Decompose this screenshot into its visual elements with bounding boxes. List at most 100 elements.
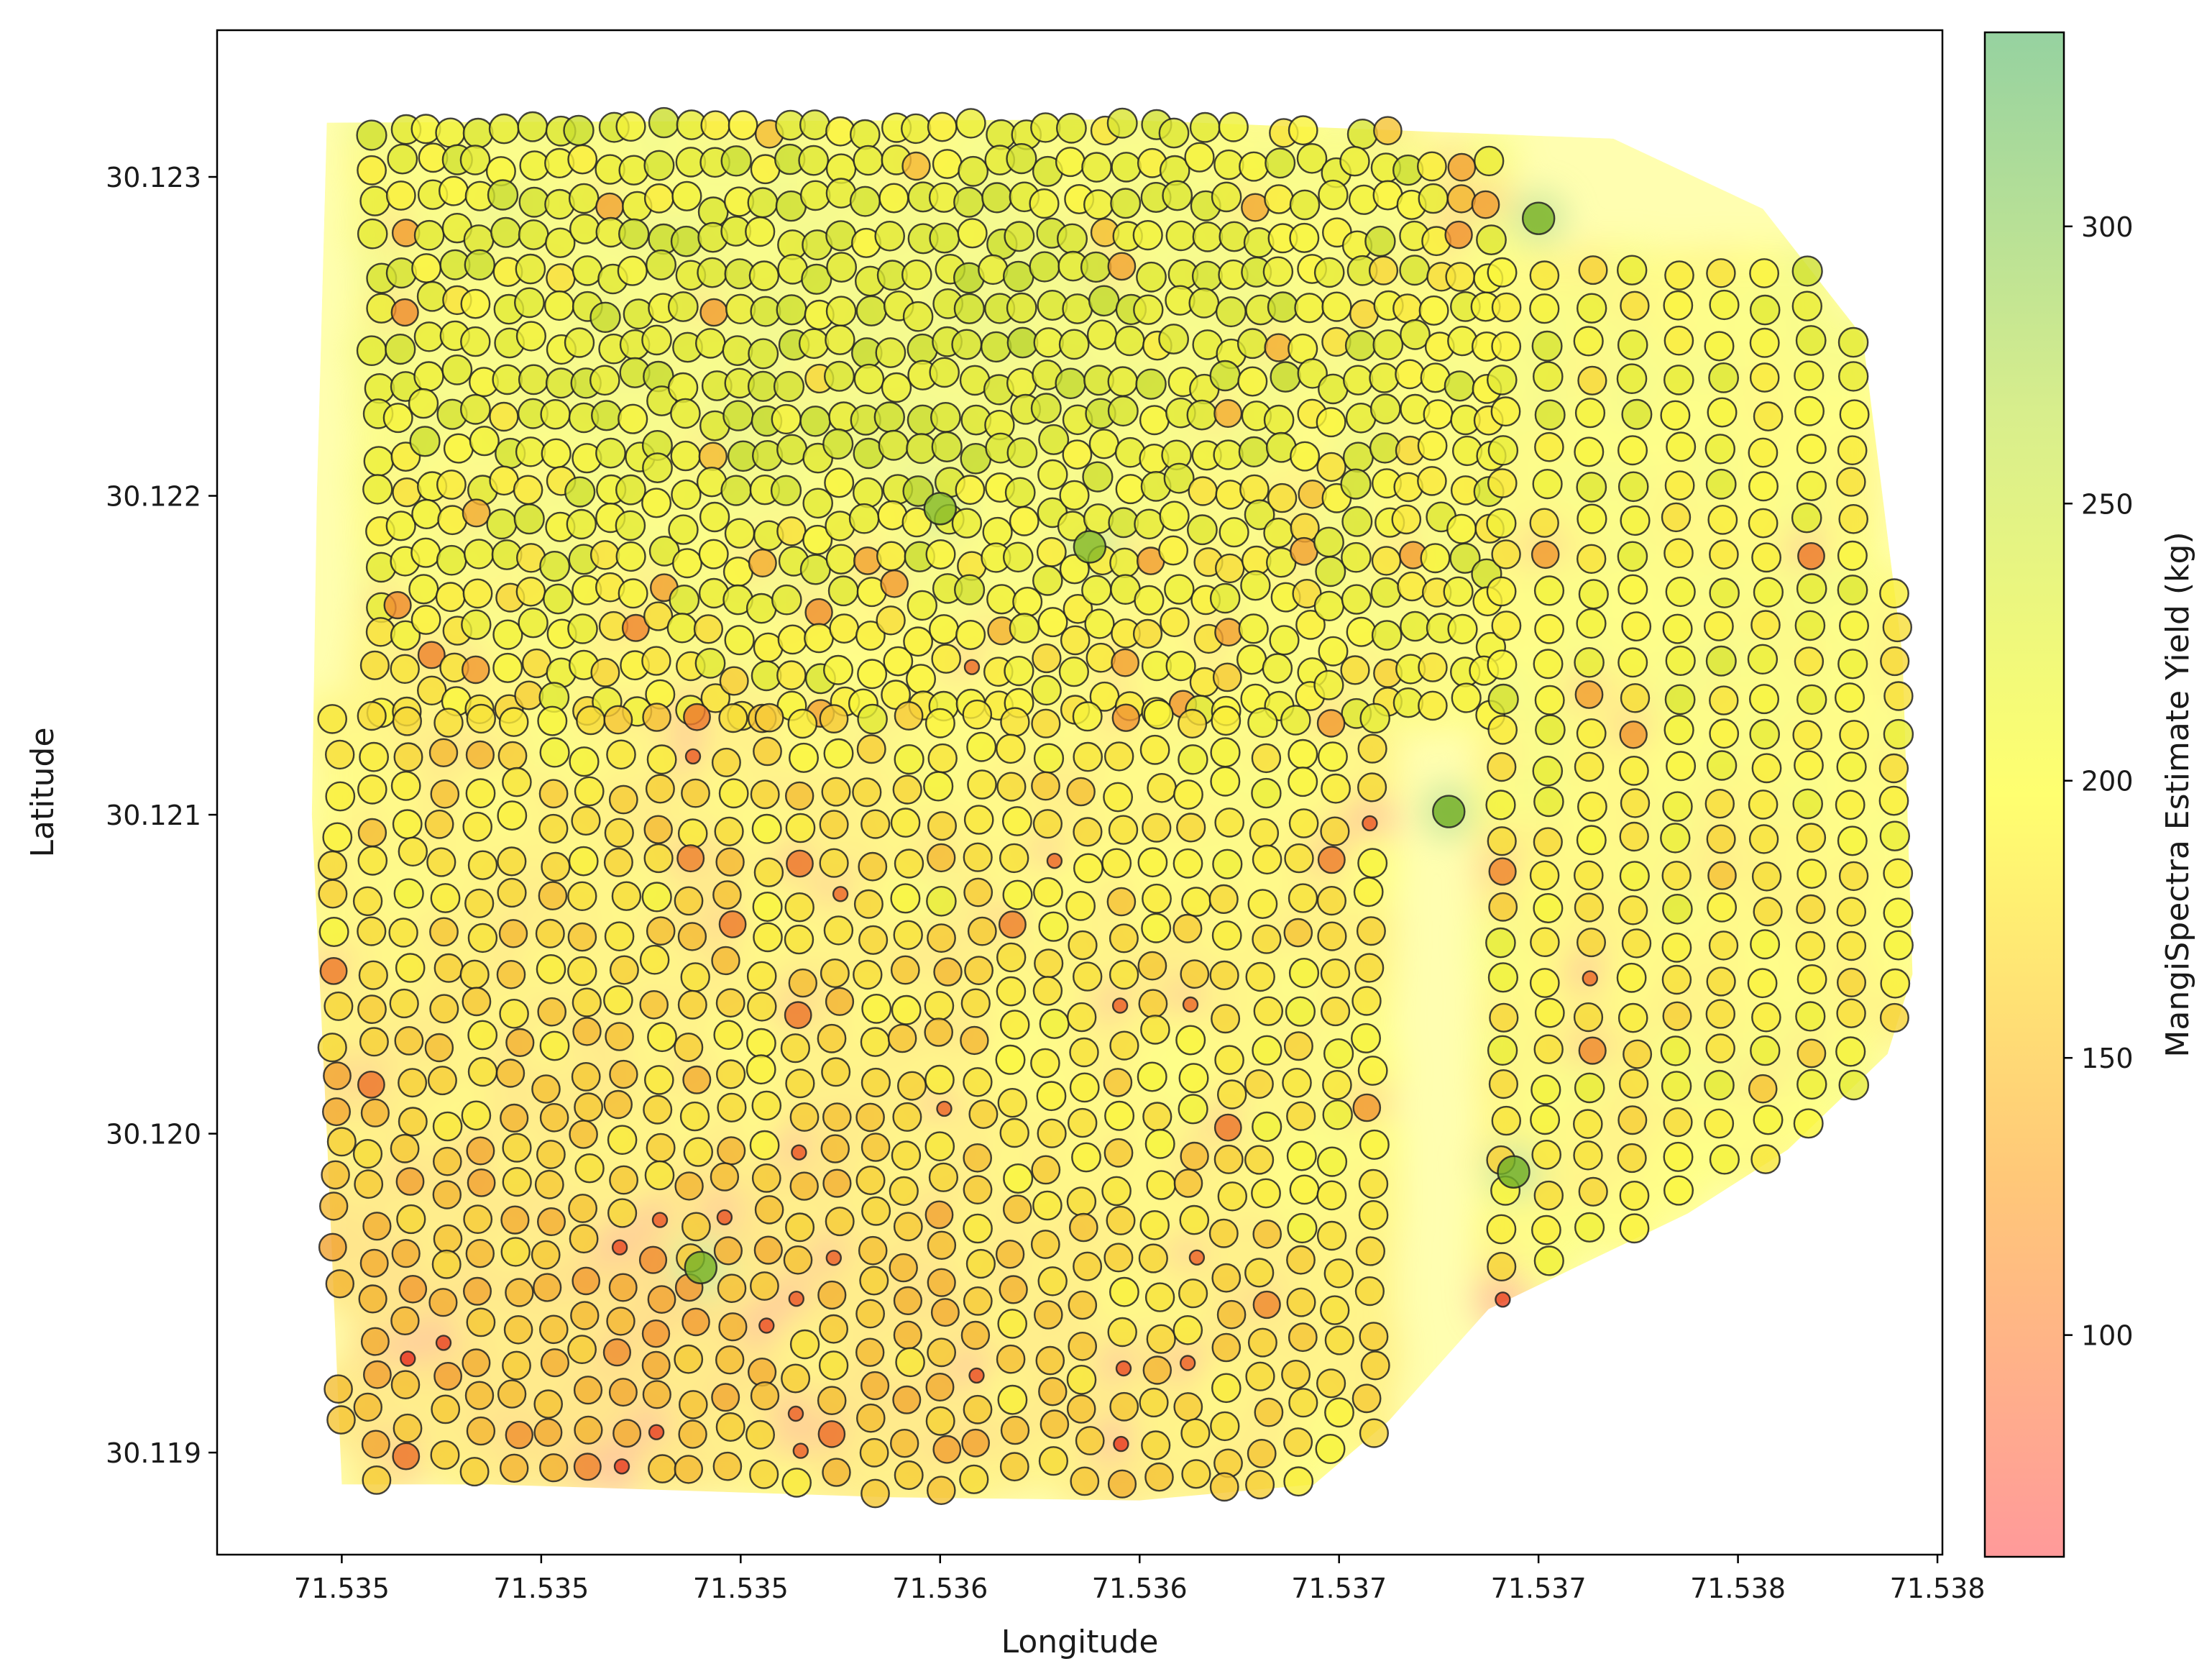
scatter-point bbox=[573, 1453, 602, 1481]
x-tick-label: 71.538 bbox=[1690, 1573, 1786, 1604]
scatter-point bbox=[539, 1103, 569, 1133]
scatter-point bbox=[641, 1319, 671, 1348]
scatter-point bbox=[568, 183, 600, 214]
scatter-point bbox=[505, 1278, 534, 1307]
scatter-point bbox=[799, 180, 831, 211]
scatter-point bbox=[964, 956, 994, 986]
scatter-point bbox=[363, 446, 394, 477]
scatter-point bbox=[1245, 1361, 1275, 1391]
scatter-point bbox=[595, 437, 626, 469]
scatter-point bbox=[955, 620, 986, 651]
scatter-point bbox=[1663, 290, 1694, 321]
scatter-point bbox=[1245, 961, 1275, 992]
scatter-point bbox=[855, 1165, 886, 1195]
scatter-point bbox=[514, 287, 545, 319]
scatter-point bbox=[1342, 442, 1374, 473]
scatter-point bbox=[927, 743, 958, 774]
scatter-point bbox=[682, 1065, 712, 1094]
scatter-point bbox=[540, 399, 571, 430]
scatter-point bbox=[666, 613, 697, 644]
scatter-point bbox=[502, 1350, 531, 1381]
scatter-point bbox=[460, 393, 491, 425]
scatter-point bbox=[750, 1381, 780, 1411]
scatter-point bbox=[537, 997, 567, 1027]
scatter-point bbox=[1704, 434, 1736, 465]
scatter-point bbox=[1270, 361, 1301, 393]
scatter-point bbox=[903, 626, 934, 657]
scatter-point bbox=[1139, 405, 1170, 436]
scatter-point bbox=[747, 187, 779, 219]
scatter-point bbox=[462, 987, 492, 1017]
scatter-point bbox=[788, 968, 818, 998]
scatter-point bbox=[1533, 649, 1564, 680]
scatter-point bbox=[1108, 507, 1139, 539]
scatter-point bbox=[1037, 607, 1068, 638]
scatter-point bbox=[667, 372, 699, 403]
scatter-point bbox=[1245, 1470, 1275, 1500]
scatter-point bbox=[428, 1288, 458, 1317]
scatter-point bbox=[1706, 824, 1736, 854]
x-tick-label: 71.535 bbox=[294, 1573, 390, 1604]
x-tick-label: 71.535 bbox=[493, 1573, 589, 1604]
scatter-point bbox=[1069, 1037, 1099, 1068]
scatter-point bbox=[1158, 117, 1190, 149]
scatter-point bbox=[1059, 554, 1090, 585]
scatter-point bbox=[486, 508, 518, 540]
scatter-point bbox=[719, 666, 749, 696]
scatter-point bbox=[715, 1412, 745, 1442]
scatter-point bbox=[785, 813, 816, 843]
scatter-point bbox=[1796, 1038, 1827, 1069]
scatter-point bbox=[1392, 293, 1423, 324]
scatter-point bbox=[357, 774, 387, 805]
scatter-point bbox=[469, 426, 500, 457]
scatter-point bbox=[853, 477, 884, 508]
scatter-point bbox=[1247, 707, 1278, 738]
scatter-point bbox=[541, 851, 571, 882]
scatter-point bbox=[1003, 1163, 1034, 1194]
scatter-point bbox=[1487, 751, 1517, 782]
scatter-point bbox=[819, 704, 849, 733]
scatter-point bbox=[1748, 790, 1779, 820]
scatter-point bbox=[564, 327, 595, 358]
scatter-point bbox=[436, 544, 467, 576]
scatter-point bbox=[1269, 625, 1300, 656]
scatter-point bbox=[711, 946, 740, 976]
scatter-point bbox=[1619, 861, 1650, 892]
scatter-point bbox=[674, 1344, 704, 1374]
scatter-point bbox=[1618, 1069, 1649, 1099]
scatter-point bbox=[1134, 508, 1165, 540]
scatter-point bbox=[700, 683, 730, 713]
scatter-point bbox=[1662, 613, 1693, 644]
plot-area bbox=[216, 29, 1944, 1556]
scatter-point bbox=[1237, 366, 1268, 397]
scatter-point bbox=[1836, 751, 1867, 782]
scatter-point bbox=[462, 812, 493, 842]
scatter-point bbox=[1747, 644, 1779, 674]
scatter-point bbox=[822, 1458, 851, 1487]
scatter-point bbox=[883, 646, 914, 677]
scatter-point bbox=[678, 1419, 707, 1449]
scatter-point bbox=[1617, 574, 1648, 605]
scatter-point bbox=[427, 1066, 457, 1096]
scatter-point bbox=[1487, 683, 1519, 715]
scatter-point bbox=[996, 733, 1026, 764]
scatter-point bbox=[670, 440, 701, 472]
scatter-point bbox=[322, 822, 353, 853]
scatter-point bbox=[433, 1362, 462, 1391]
scatter-point bbox=[1617, 329, 1648, 361]
scatter-point bbox=[644, 1160, 675, 1191]
scatter-point bbox=[1175, 1025, 1206, 1056]
scatter-point bbox=[896, 1071, 927, 1101]
scatter-point bbox=[1795, 1001, 1826, 1032]
scatter-point bbox=[1706, 966, 1736, 997]
scatter-point bbox=[392, 477, 422, 508]
x-tick-label: 71.536 bbox=[892, 1573, 988, 1604]
scatter-point bbox=[785, 1069, 815, 1099]
scatter-point bbox=[1704, 788, 1735, 819]
scatter-point bbox=[999, 1275, 1028, 1304]
scatter-point bbox=[433, 708, 464, 738]
scatter-point bbox=[1709, 539, 1739, 570]
scatter-point bbox=[1063, 594, 1093, 624]
scatter-point bbox=[538, 813, 569, 844]
scatter-point bbox=[495, 1058, 526, 1088]
